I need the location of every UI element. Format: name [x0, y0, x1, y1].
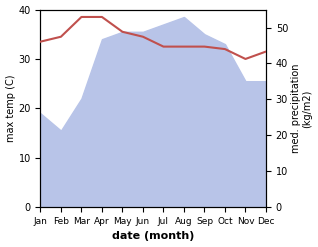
Y-axis label: med. precipitation
(kg/m2): med. precipitation (kg/m2)	[291, 64, 313, 153]
X-axis label: date (month): date (month)	[112, 231, 194, 242]
Y-axis label: max temp (C): max temp (C)	[5, 75, 16, 142]
